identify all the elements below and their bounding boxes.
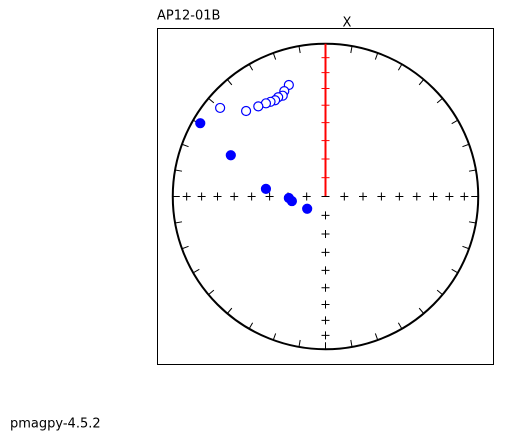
rim-tick — [462, 245, 470, 250]
cross — [321, 283, 330, 292]
rim-tick — [468, 169, 476, 172]
cross — [321, 316, 330, 325]
rim-tick — [350, 46, 353, 54]
rim-tick — [436, 289, 443, 296]
cross — [197, 192, 206, 201]
cross — [321, 331, 330, 340]
rim-tick — [192, 268, 200, 274]
cross — [321, 300, 330, 309]
cross — [321, 211, 330, 220]
rim-tick — [226, 307, 233, 314]
rim-tick — [451, 268, 459, 274]
cross — [377, 192, 386, 201]
footer: pmagpy-4.5.2 — [10, 417, 101, 432]
cross — [213, 192, 222, 201]
point — [215, 102, 226, 114]
cross — [412, 192, 421, 201]
point — [286, 195, 297, 207]
rim-tick — [272, 333, 277, 341]
rim-tick — [298, 46, 301, 54]
rim-tick — [208, 289, 215, 296]
cross — [321, 266, 330, 275]
cross — [445, 192, 454, 201]
point — [302, 203, 313, 214]
rim-tick — [226, 79, 233, 86]
rim-tick — [350, 339, 353, 347]
cross — [321, 248, 330, 257]
rim-tick — [208, 97, 215, 104]
cross — [340, 192, 349, 201]
rim-tick — [418, 307, 425, 314]
rim-tick — [462, 143, 470, 148]
rim-tick — [397, 322, 403, 330]
cross — [395, 192, 404, 201]
cross — [247, 192, 256, 201]
rim-tick — [248, 322, 254, 330]
rim-tick — [418, 79, 425, 86]
rim-tick — [451, 119, 459, 125]
point — [240, 105, 252, 117]
point — [260, 183, 272, 194]
rim-tick — [468, 221, 476, 224]
cross — [230, 192, 239, 201]
north-label: X — [343, 16, 352, 31]
point — [195, 118, 206, 129]
cross — [321, 230, 330, 239]
cross — [460, 192, 469, 201]
rim-tick — [175, 169, 183, 172]
frame — [157, 28, 494, 365]
cross — [359, 192, 368, 201]
rim-tick — [298, 339, 301, 347]
cross — [182, 192, 191, 201]
rim-tick — [181, 143, 189, 148]
rim-tick — [248, 63, 254, 71]
point — [225, 150, 236, 161]
cross — [265, 192, 274, 201]
cross — [302, 192, 311, 201]
rim-tick — [272, 52, 277, 60]
rim-tick — [181, 245, 189, 250]
rim-tick — [436, 97, 443, 104]
rim-tick — [175, 221, 183, 224]
rim-tick — [374, 333, 379, 341]
rim-tick — [374, 52, 379, 60]
chart-title: AP12-01B — [157, 9, 220, 24]
cross — [429, 192, 438, 201]
point — [253, 101, 264, 112]
rim-tick — [397, 63, 403, 71]
